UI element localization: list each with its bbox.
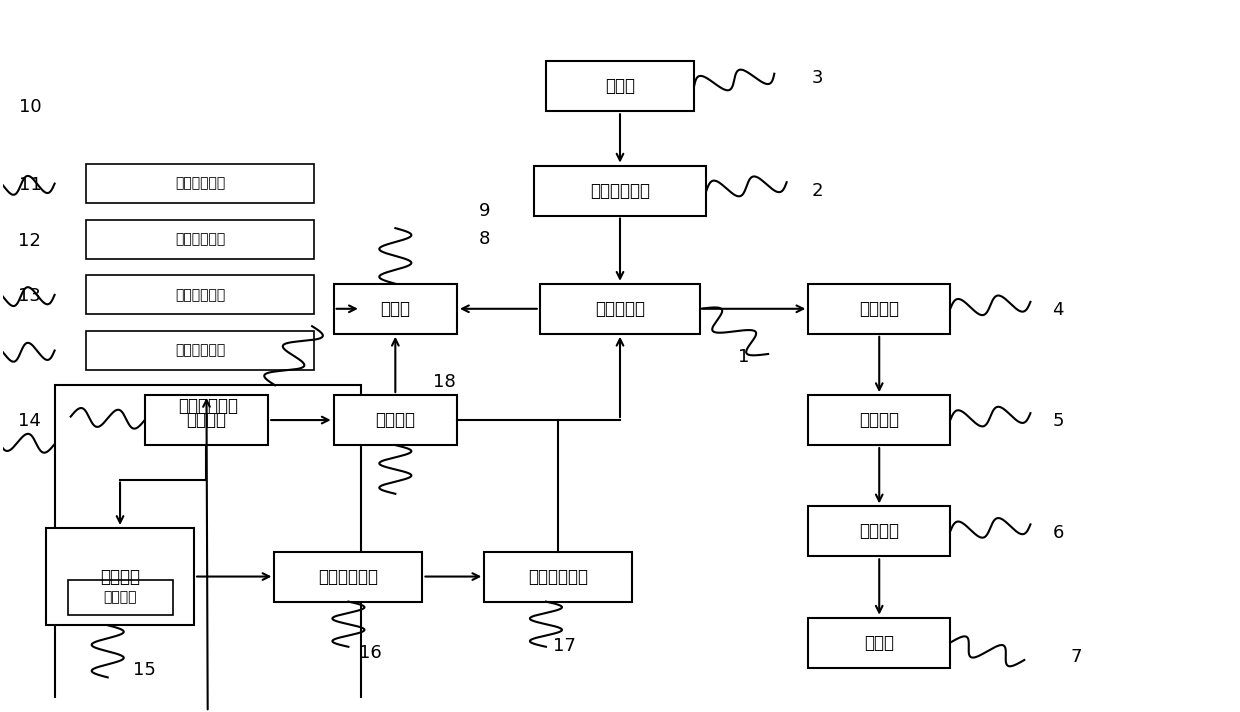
FancyBboxPatch shape [86,220,315,258]
Text: 14: 14 [19,412,41,431]
Text: 信息采集模块: 信息采集模块 [590,182,650,199]
Text: 控制单元: 控制单元 [859,300,899,318]
FancyBboxPatch shape [86,331,315,370]
Text: 4: 4 [1053,301,1064,319]
FancyBboxPatch shape [274,552,423,602]
Text: 12: 12 [19,231,41,250]
FancyBboxPatch shape [808,617,950,668]
Text: 1: 1 [738,348,749,367]
Text: 9: 9 [479,202,490,221]
Text: 18: 18 [433,373,456,391]
FancyBboxPatch shape [334,284,458,334]
FancyBboxPatch shape [808,284,950,334]
Text: 2: 2 [812,182,823,199]
FancyBboxPatch shape [46,528,195,625]
Text: 6: 6 [1053,524,1064,542]
Text: 图像存储模块: 图像存储模块 [528,567,588,585]
Text: 瞳孔比对模块: 瞳孔比对模块 [175,232,226,246]
Text: 17: 17 [553,637,575,655]
FancyBboxPatch shape [86,164,315,203]
Text: 色差比对模块: 色差比对模块 [175,288,226,302]
Text: 11: 11 [19,176,41,194]
Text: 显示屏: 显示屏 [864,634,894,651]
Text: 10: 10 [19,98,41,116]
FancyBboxPatch shape [808,506,950,556]
Text: 显示模块: 显示模块 [859,523,899,540]
Text: 摄像头: 摄像头 [605,77,635,95]
FancyBboxPatch shape [86,276,315,315]
Text: 中央处理器: 中央处理器 [595,300,645,318]
Text: 8: 8 [479,230,490,248]
Text: 15: 15 [134,661,156,679]
FancyBboxPatch shape [533,165,707,216]
Text: 7: 7 [1071,647,1083,666]
Text: 信息比对模块: 信息比对模块 [177,397,238,415]
Text: 特征比对模块: 特征比对模块 [175,343,226,357]
FancyBboxPatch shape [484,552,632,602]
Text: 人机交互模块: 人机交互模块 [319,567,378,585]
Text: 16: 16 [360,644,382,662]
FancyBboxPatch shape [546,61,694,111]
Text: 5: 5 [1053,412,1064,431]
FancyBboxPatch shape [68,580,172,614]
Text: 反馈单元: 反馈单元 [376,411,415,429]
Text: 记录模块: 记录模块 [859,411,899,429]
FancyBboxPatch shape [808,395,950,445]
FancyBboxPatch shape [55,385,361,712]
Text: 判断模块: 判断模块 [186,411,227,429]
FancyBboxPatch shape [539,284,701,334]
FancyBboxPatch shape [145,395,268,445]
Text: 数据库: 数据库 [381,300,410,318]
Text: 13: 13 [19,287,41,305]
Text: 驱动模块: 驱动模块 [100,567,140,585]
Text: 驱动电源: 驱动电源 [103,590,136,604]
FancyBboxPatch shape [334,395,458,445]
Text: 轮廓比对模块: 轮廓比对模块 [175,177,226,191]
Text: 3: 3 [812,69,823,87]
